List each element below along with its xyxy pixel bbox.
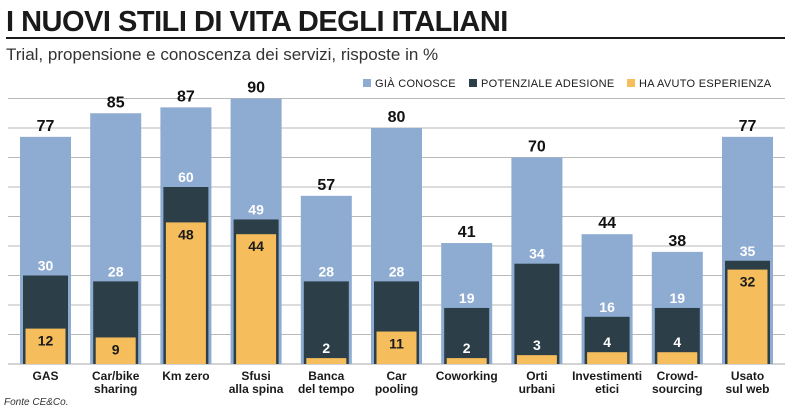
- tick-label: urbani: [519, 382, 556, 396]
- data-label: 11: [389, 336, 404, 352]
- data-label: 77: [37, 118, 55, 135]
- bar: [303, 281, 349, 364]
- data-label: 77: [739, 118, 757, 135]
- data-label: 32: [740, 274, 756, 290]
- title-rule: [6, 37, 785, 39]
- data-label: 41: [458, 224, 476, 241]
- data-label: 90: [247, 80, 265, 97]
- bar: [444, 307, 490, 364]
- data-label: 38: [668, 233, 686, 250]
- data-label: 87: [177, 88, 195, 105]
- tick-label: Crowd-: [657, 369, 698, 383]
- bars: [20, 98, 773, 364]
- bar: [657, 352, 698, 364]
- tick-label: Sfusi: [241, 369, 270, 383]
- data-label: 2: [322, 340, 330, 356]
- data-label: 19: [459, 290, 475, 306]
- tick-label: etici: [595, 382, 619, 396]
- legend-label: GIÀ CONOSCE: [375, 77, 456, 90]
- data-label: 4: [603, 334, 611, 350]
- data-label: 30: [38, 258, 54, 274]
- bar: [25, 328, 66, 364]
- bar: [236, 234, 277, 364]
- tick-label: Km zero: [162, 369, 209, 383]
- data-label: 28: [319, 263, 335, 279]
- tick-label: Orti: [526, 369, 547, 383]
- data-label: 34: [529, 246, 545, 262]
- tick-label: del tempo: [298, 382, 355, 396]
- tick-label: Investimenti: [572, 369, 642, 383]
- data-label: 35: [740, 243, 756, 259]
- bar: [727, 269, 768, 364]
- data-label: 12: [38, 333, 54, 349]
- tick-label: alla spina: [229, 382, 284, 396]
- data-labels: 7730128528987604890494457282802811411927…: [37, 80, 757, 358]
- data-label: 28: [389, 263, 405, 279]
- data-label: 57: [317, 177, 335, 194]
- bar: [165, 222, 206, 364]
- data-label: 49: [248, 201, 264, 217]
- bar: [306, 358, 347, 364]
- tick-label: Car: [386, 369, 406, 383]
- tick-label: GAS: [32, 369, 58, 383]
- data-label: 80: [388, 109, 406, 126]
- data-label: 4: [673, 334, 681, 350]
- data-label: 28: [108, 263, 124, 279]
- data-label: 48: [178, 226, 194, 242]
- data-label: 16: [599, 299, 615, 315]
- bar: [514, 263, 560, 364]
- bar: [376, 331, 417, 364]
- chart-subtitle: Trial, propensione e conoscenza dei serv…: [6, 45, 438, 64]
- legend-swatch: [627, 79, 635, 87]
- bar: [587, 352, 628, 364]
- legend-label: HA AVUTO ESPERIENZA: [639, 78, 772, 90]
- chart-title: I NUOVI STILI DI VITA DEGLI ITALIANI: [6, 6, 508, 38]
- tick-label: Car/bike: [92, 369, 140, 383]
- bar: [446, 358, 487, 364]
- source-note: Fonte CE&Co.: [4, 397, 68, 408]
- tick-label: pooling: [375, 382, 418, 396]
- tick-label: Banca: [308, 369, 344, 383]
- tick-label: Coworking: [436, 369, 498, 383]
- data-label: 44: [598, 215, 616, 232]
- data-label: 44: [248, 238, 264, 254]
- tick-label: Usato: [731, 369, 764, 383]
- data-label: 60: [178, 169, 194, 185]
- data-label: 85: [107, 94, 125, 111]
- tick-label: sourcing: [652, 382, 703, 396]
- tick-label: sul web: [725, 382, 769, 396]
- data-label: 2: [463, 340, 471, 356]
- legend-swatch: [363, 79, 371, 87]
- data-label: 3: [533, 337, 541, 353]
- tick-label: sharing: [94, 382, 137, 396]
- legend-label: POTENZIALE ADESIONE: [481, 78, 614, 90]
- data-label: 19: [670, 290, 686, 306]
- data-label: 70: [528, 139, 546, 156]
- bar: [95, 337, 136, 364]
- legend-swatch: [469, 79, 477, 87]
- data-label: 9: [112, 341, 120, 357]
- legend: GIÀ CONOSCE POTENZIALE ADESIONE HA AVUTO E…: [363, 77, 772, 90]
- bar: [516, 355, 557, 364]
